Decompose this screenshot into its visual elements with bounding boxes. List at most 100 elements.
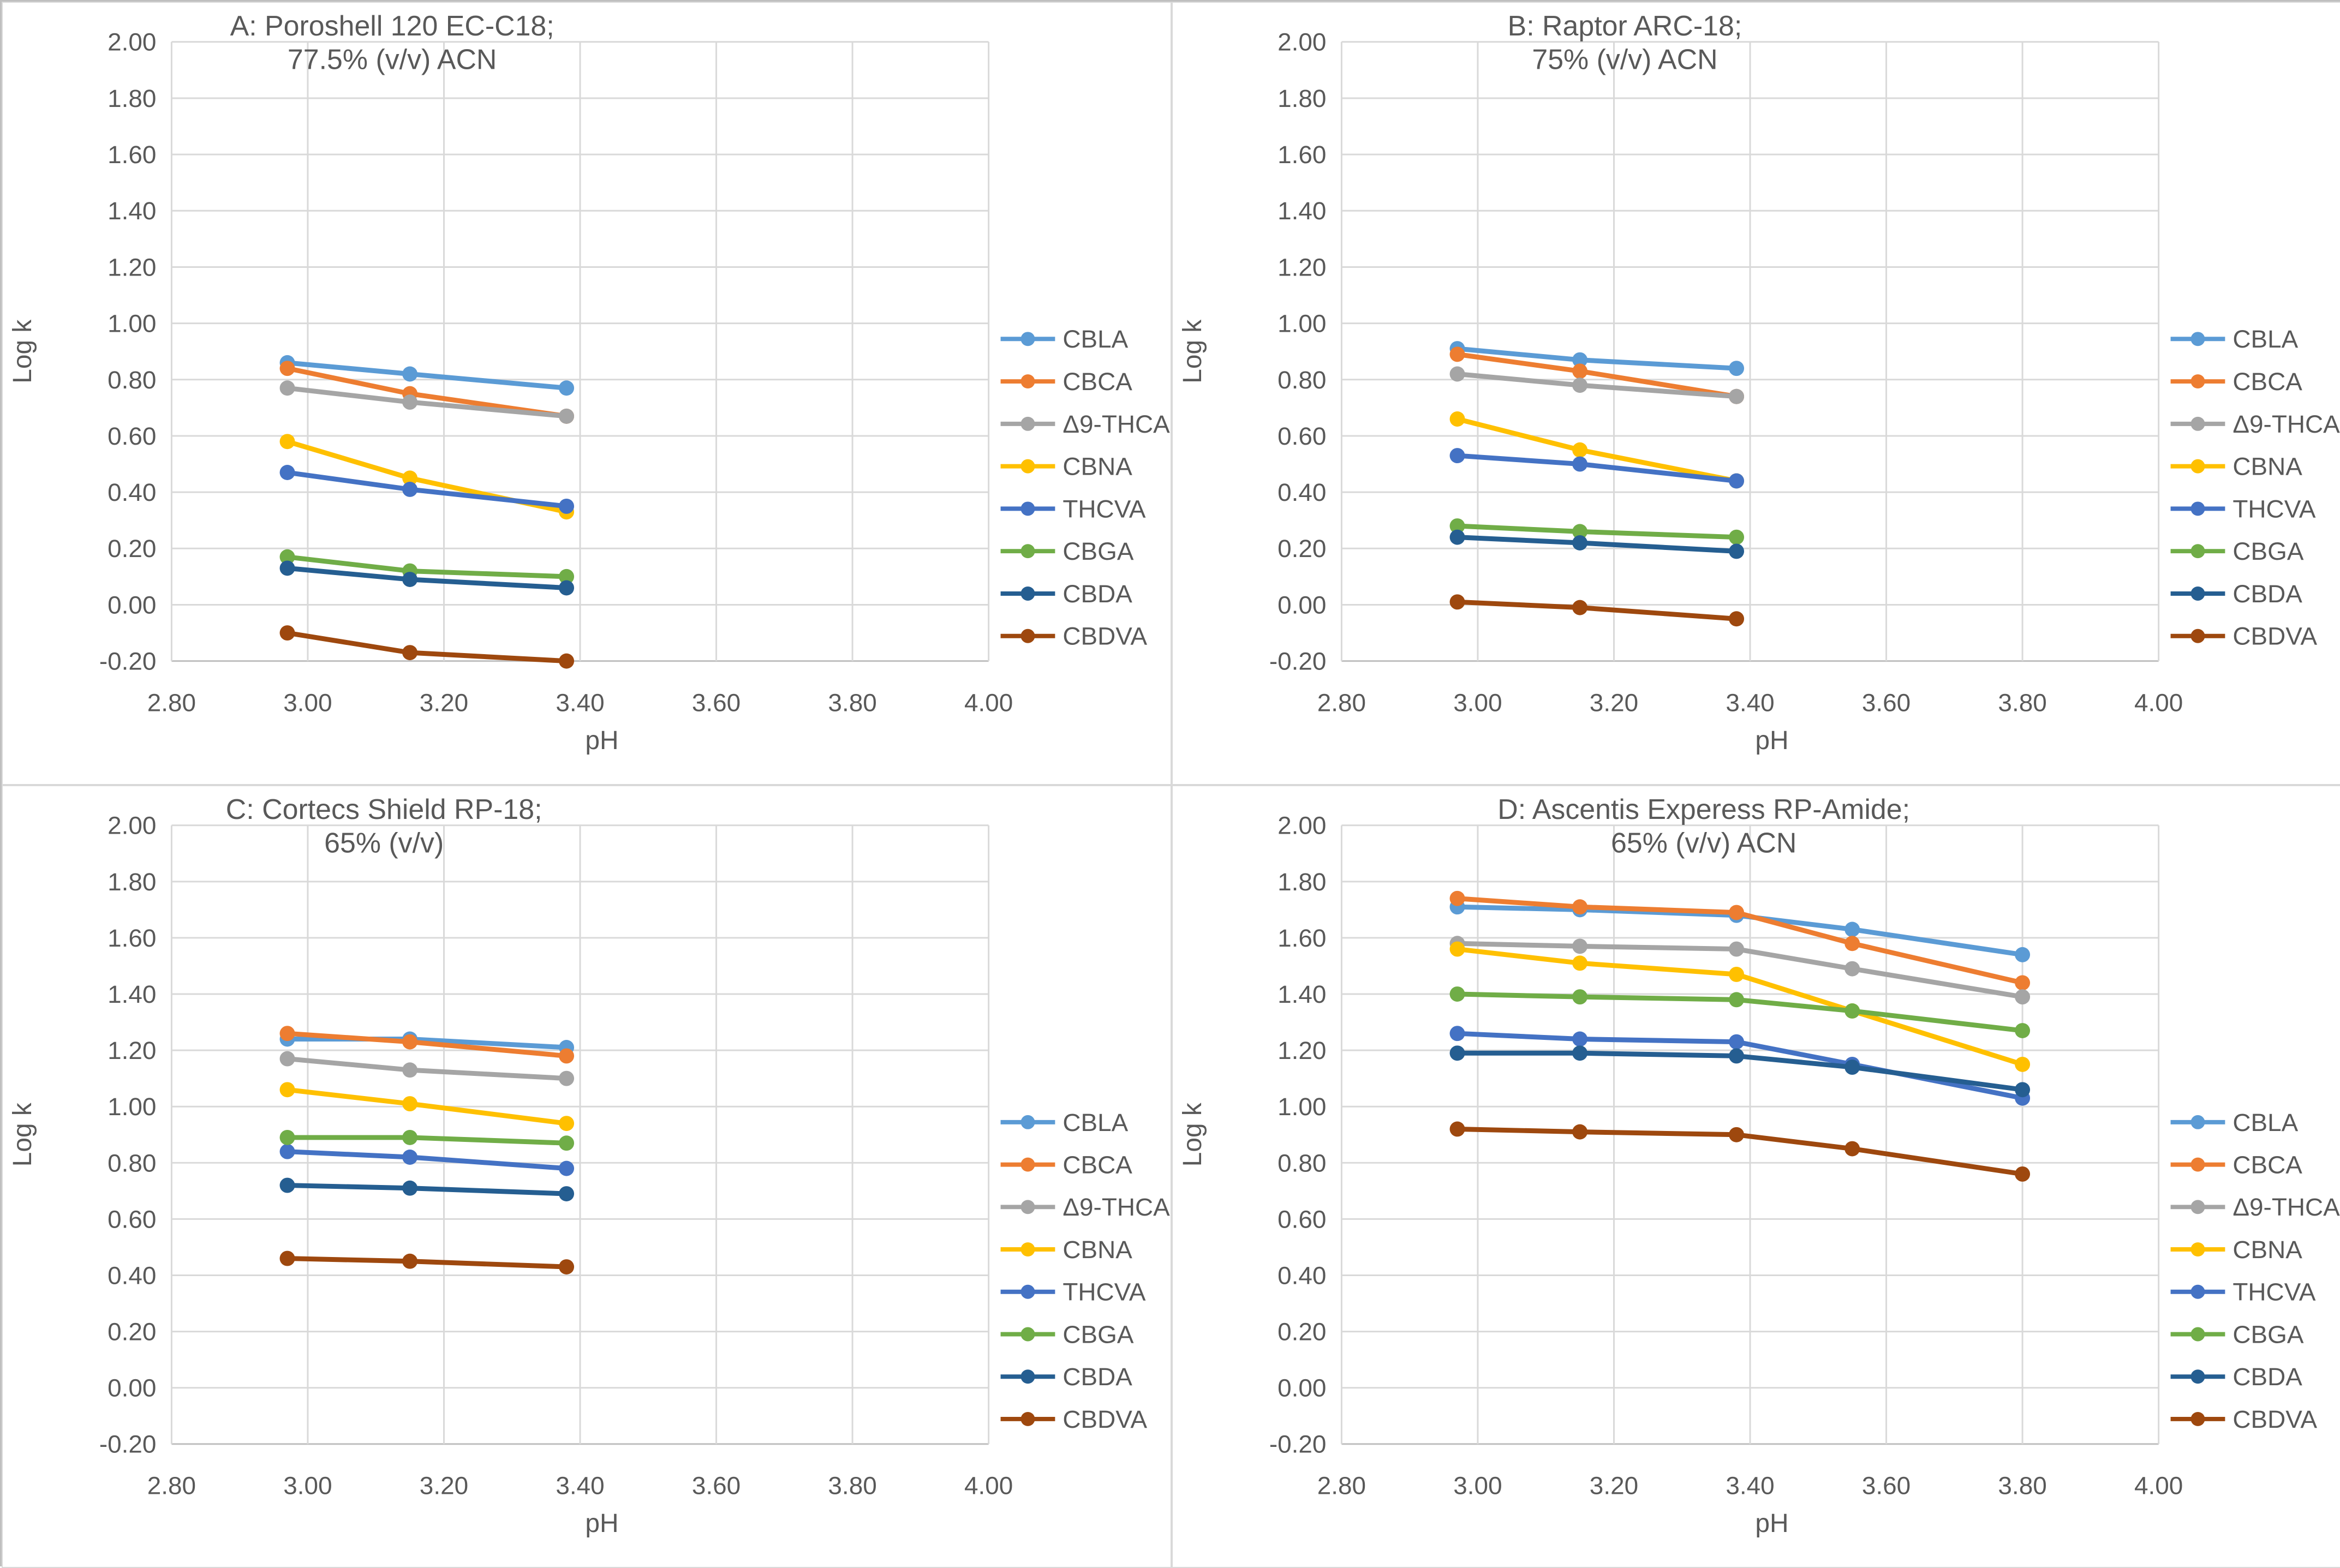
legend-marker-THCVA [1020,1284,1035,1299]
series-marker-CBDVA [402,1253,418,1269]
y-tick-label: 0.20 [1278,534,1326,562]
legend-label-CBDA: CBDA [1062,1362,1132,1391]
series-marker-CBDVA [559,1259,575,1274]
legend-label-CBDA: CBDA [2232,1362,2302,1391]
legend-label-CBLA: CBLA [1062,325,1128,353]
series-marker-Δ9-THCA [1572,378,1588,393]
legend-item-Δ9-THCA: Δ9-THCA [2170,1193,2340,1221]
legend-marker-CBCA [2190,374,2205,389]
y-tick-label: 0.40 [1278,478,1326,506]
y-tick-label: 2.00 [108,811,156,840]
series-marker-Δ9-THCA [279,380,295,396]
legend-marker-CBGA [1020,544,1035,559]
legend-item-CBGA: CBGA [1000,1320,1134,1348]
legend-item-THCVA: THCVA [1000,1278,1146,1306]
series-line-CBGA [1455,523,1739,540]
series-marker-CBCA [1572,363,1588,379]
series-marker-CBCA [402,1034,418,1050]
y-tick-label: 0.00 [108,1374,156,1402]
series-marker-CBGA [402,1129,418,1145]
legend-item-CBLA: CBLA [2170,1108,2299,1136]
x-tick-label: 3.00 [283,688,332,716]
series-marker-THCVA [559,498,575,514]
y-tick-label: 1.40 [1278,196,1326,225]
legend-label-CBNA: CBNA [2232,1235,2302,1264]
legend-item-CBDVA: CBDVA [1000,622,1147,650]
series-marker-CBCA [1729,905,1745,920]
y-tick-label: 0.40 [1278,1261,1326,1289]
y-tick-label: 0.20 [108,534,156,562]
series-marker-THCVA [559,1160,575,1176]
x-tick-label: 3.40 [1726,1471,1774,1500]
legend-label-Δ9-THCA: Δ9-THCA [1062,410,1170,438]
series-line-CBDVA [285,630,569,664]
legend-label-CBCA: CBCA [1062,367,1132,396]
legend-item-Δ9-THCA: Δ9-THCA [2170,410,2340,438]
chart-title-line1: C: Cortecs Shield RP-18; [226,793,542,825]
series-marker-CBDA [1449,529,1465,545]
legend-item-CBDVA: CBDVA [1000,1405,1148,1433]
y-axis-title: Log k [8,1103,37,1166]
series-marker-CBCA [1844,936,1860,951]
legend-label-THCVA: THCVA [2232,1278,2316,1306]
legend-item-CBDA: CBDA [1000,1362,1132,1391]
x-axis-title: pH [585,1509,618,1538]
series-marker-CBCA [279,1026,295,1042]
series-marker-THCVA [279,465,295,480]
series-marker-CBDA [559,1186,575,1201]
series-marker-CBDVA [2015,1166,2031,1182]
series-line-CBNA [1455,416,1739,483]
y-tick-label: 0.00 [1278,1374,1326,1402]
series-marker-CBLA [1572,352,1588,368]
y-tick-label: 0.80 [1278,1148,1326,1177]
chart-title-line2: 65% (v/v) [324,827,444,859]
series-line-Δ9-THCA [285,1056,569,1081]
x-tick-label: 3.40 [556,1471,604,1500]
legend-label-CBCA: CBCA [2232,367,2302,396]
y-tick-label: 1.40 [108,196,156,225]
series-marker-CBNA [1449,411,1465,427]
legend-marker-Δ9-THCA [2190,1200,2205,1214]
series-marker-CBGA [2015,1023,2031,1038]
x-tick-label: 3.80 [1998,688,2046,716]
series-marker-Δ9-THCA [402,394,418,410]
legend-item-CBGA: CBGA [2170,1320,2304,1348]
series-marker-THCVA [1449,1026,1465,1042]
legend-marker-CBLA [1020,332,1035,346]
y-tick-label: 1.40 [108,980,156,1008]
series-line-THCVA [1455,453,1739,483]
series-marker-THCVA [1449,448,1465,464]
series-marker-THCVA [1729,1034,1745,1050]
series-line-CBDA [285,1183,569,1196]
series-marker-CBDA [1449,1045,1465,1061]
panel-b-raptor-chart: 2.00 1.80 1.60 1.40 1.20 1.00 0.80 0.60 0.40 0.20… [1172,2,2340,785]
y-tick-label: 1.00 [1278,1092,1326,1121]
series-line-Δ9-THCA [1455,371,1739,399]
legend-marker-CBNA [2190,459,2205,474]
y-tick-label: 0.80 [108,1148,156,1177]
legend-label-CBGA: CBGA [1062,537,1133,565]
x-tick-label: 3.00 [283,1471,332,1500]
y-tick-label: 1.80 [108,867,156,896]
series-marker-CBDVA [1449,594,1465,610]
series-line-CBGA [285,1135,569,1146]
x-axis-title: pH [585,726,618,755]
x-tick-label: 3.20 [1590,1471,1638,1500]
y-tick-label: 0.60 [108,1205,156,1233]
y-tick-label: 0.40 [108,1261,156,1289]
y-tick-label: 2.00 [1278,28,1326,56]
x-tick-label: 3.40 [1726,688,1774,716]
x-tick-label: 3.20 [420,1471,468,1500]
legend-label-CBGA: CBGA [2232,537,2303,565]
legend-item-CBNA: CBNA [2170,1235,2302,1264]
legend-label-CBDVA: CBDVA [2232,1405,2317,1433]
legend-item-Δ9-THCA: Δ9-THCA [1000,410,1170,438]
series-line-THCVA [285,470,569,509]
legend-marker-Δ9-THCA [1020,416,1035,431]
y-tick-label: 0.20 [108,1318,156,1346]
y-tick-label: 0.60 [108,422,156,450]
legend-label-THCVA: THCVA [2232,494,2316,523]
series-marker-CBCA [1449,346,1465,362]
series-marker-Δ9-THCA [1449,366,1465,382]
legend-marker-CBDVA [1020,629,1035,643]
